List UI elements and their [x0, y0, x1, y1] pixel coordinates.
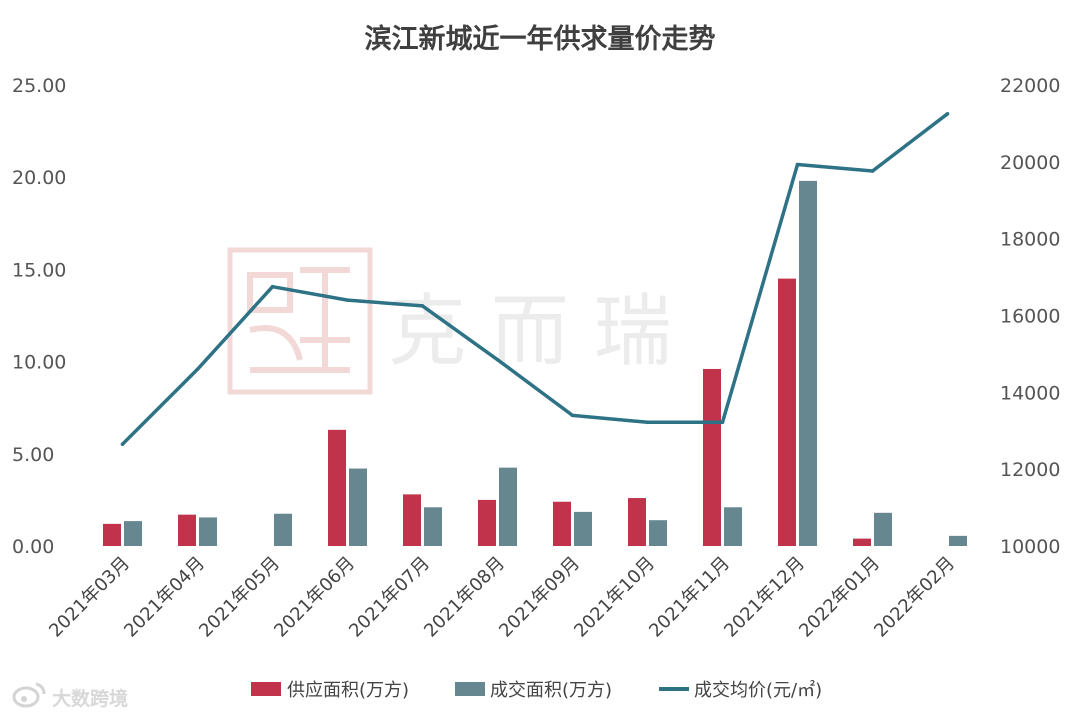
bar-supply [553, 501, 571, 546]
legend: 供应面积(万方) 成交面积(万方) 成交均价(元/㎡) [251, 679, 822, 701]
right-tick-label: 10000 [1000, 536, 1060, 558]
bar-supply [328, 429, 346, 546]
bar-supply [628, 498, 646, 546]
bar-deal-area [124, 521, 142, 546]
right-tick-label: 16000 [1000, 306, 1060, 328]
left-tick-label: 5.00 [12, 444, 54, 466]
point-price [645, 420, 650, 425]
bar-deal-area [724, 507, 742, 546]
legend-label-supply: 供应面积(万方) [287, 680, 409, 701]
bar-supply [478, 499, 496, 546]
line-price [121, 112, 949, 446]
bar-deal-area [499, 467, 517, 546]
legend-label-deal-area: 成交面积(万方) [490, 680, 612, 701]
watermark-text: 克 而 瑞 [388, 287, 672, 377]
watermark-seal-glyph [247, 267, 350, 373]
left-tick-label: 10.00 [12, 352, 66, 374]
point-price [420, 304, 425, 308]
left-tick-label: 25.00 [12, 75, 66, 97]
legend-swatch-supply [251, 682, 281, 696]
right-tick-label: 14000 [1000, 382, 1060, 404]
point-price [270, 284, 275, 289]
legend-label-price: 成交均价(元/㎡) [694, 679, 822, 701]
watermark: 克 而 瑞 [227, 247, 672, 395]
point-price [720, 420, 725, 425]
bar-deal-area [574, 511, 592, 546]
bar-deal-area [274, 513, 292, 546]
bar-supply [103, 523, 121, 546]
bar-supply [403, 494, 421, 546]
bar-supply [778, 278, 796, 546]
point-price [495, 357, 500, 362]
point-price [195, 367, 200, 372]
bar-deal-area [349, 468, 367, 546]
bars [103, 180, 967, 546]
left-axis: 0.00 5.00 10.00 15.00 20.00 25.00 [12, 75, 66, 558]
watermark-seal [227, 247, 373, 395]
credit-text: 大数跨境 [52, 687, 128, 710]
bar-deal-area [874, 512, 892, 546]
legend-swatch-deal-area [455, 682, 485, 696]
weibo-logo-icon [12, 682, 46, 708]
chart-title: 滨江新城近一年供求量价走势 [365, 23, 716, 55]
bar-deal-area [424, 507, 442, 546]
x-tick-label: 2022年02月 [870, 553, 959, 642]
point-price [120, 442, 125, 446]
point-price [870, 169, 875, 173]
x-axis: 2021年03月2021年04月2021年05月2021年06月2021年07月… [45, 553, 959, 642]
bar-supply [853, 538, 871, 546]
bar-supply [703, 368, 721, 546]
right-axis: 10000 12000 14000 16000 18000 20000 22000 [1000, 75, 1060, 558]
bar-deal-area [649, 520, 667, 546]
credit: 大数跨境 [12, 682, 128, 710]
point-price [795, 162, 800, 167]
price-line [120, 112, 950, 446]
right-tick-label: 18000 [1000, 229, 1060, 251]
right-tick-label: 12000 [1000, 459, 1060, 481]
bar-deal-area [799, 180, 817, 546]
point-price [345, 298, 350, 302]
left-tick-label: 0.00 [12, 536, 54, 558]
left-tick-label: 15.00 [12, 259, 66, 281]
point-price [570, 413, 575, 418]
bar-deal-area [199, 517, 217, 546]
right-tick-label: 20000 [1000, 152, 1060, 174]
bar-supply [178, 514, 196, 546]
left-tick-label: 20.00 [12, 167, 66, 189]
right-tick-label: 22000 [1000, 75, 1060, 97]
point-price [945, 112, 950, 116]
bar-deal-area [949, 535, 967, 546]
